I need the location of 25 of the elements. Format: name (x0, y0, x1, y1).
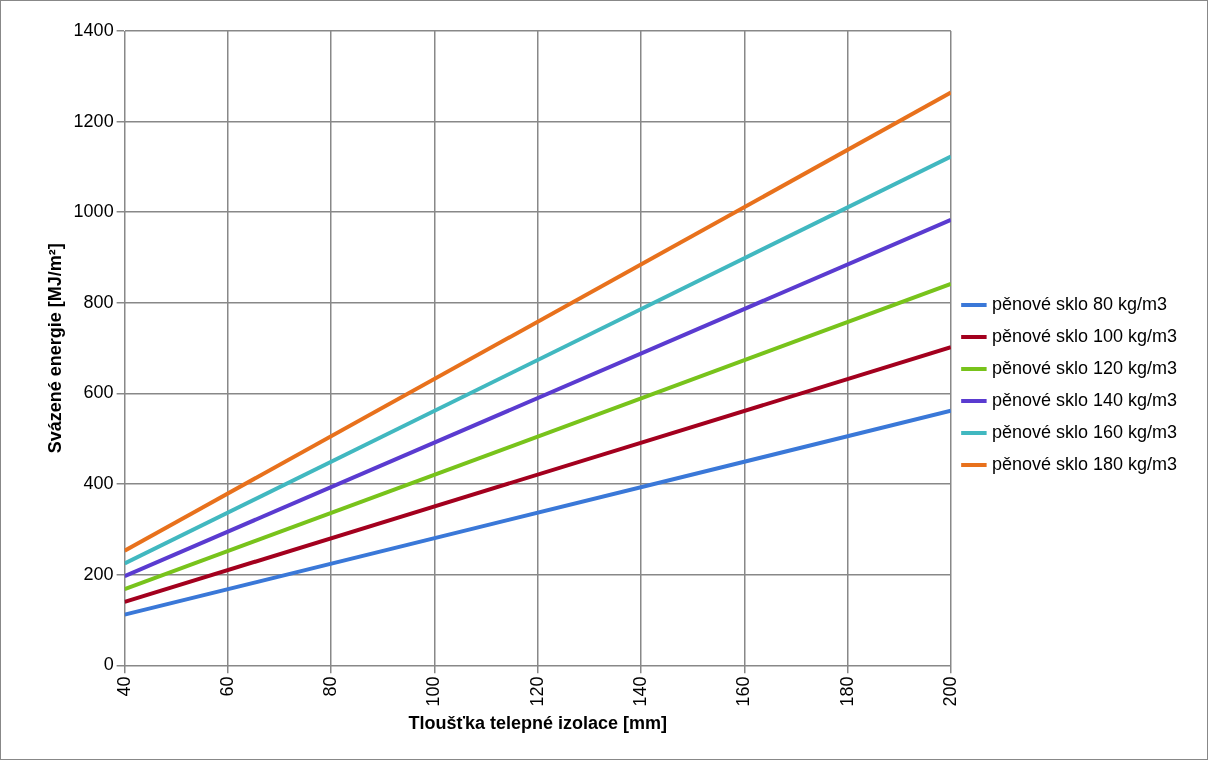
legend-label: pěnové sklo 80 kg/m3 (991, 293, 1167, 314)
y-tick-label: 1400 (73, 19, 114, 40)
x-tick-label: 100 (423, 676, 444, 707)
x-tick-label: 120 (526, 676, 547, 707)
legend-label: pěnové sklo 100 kg/m3 (991, 325, 1178, 346)
legend-label: pěnové sklo 140 kg/m3 (991, 389, 1178, 410)
x-axis-title: Tloušťka telepné izolace [mm] (408, 713, 668, 734)
x-tick-label: 60 (216, 676, 237, 697)
y-tick-label: 1000 (73, 201, 114, 222)
x-tick-label: 180 (836, 676, 857, 707)
x-tick-label: 40 (113, 676, 134, 697)
y-tick-label: 1200 (73, 110, 114, 131)
y-tick-label: 600 (83, 382, 114, 403)
legend-label: pěnové sklo 180 kg/m3 (991, 453, 1178, 474)
x-tick-label: 80 (320, 676, 341, 697)
x-tick-label: 140 (630, 676, 651, 707)
y-axis-title: Svázené energie [MJ/m²] (44, 243, 65, 454)
x-tick-label: 200 (939, 676, 960, 707)
y-tick-label: 800 (83, 291, 114, 312)
legend-label: pěnové sklo 160 kg/m3 (991, 421, 1178, 442)
y-tick-label: 200 (83, 563, 114, 584)
legend-label: pěnové sklo 120 kg/m3 (991, 357, 1178, 378)
y-tick-label: 400 (83, 473, 114, 494)
y-tick-label: 0 (103, 654, 114, 675)
x-tick-label: 160 (733, 676, 754, 707)
